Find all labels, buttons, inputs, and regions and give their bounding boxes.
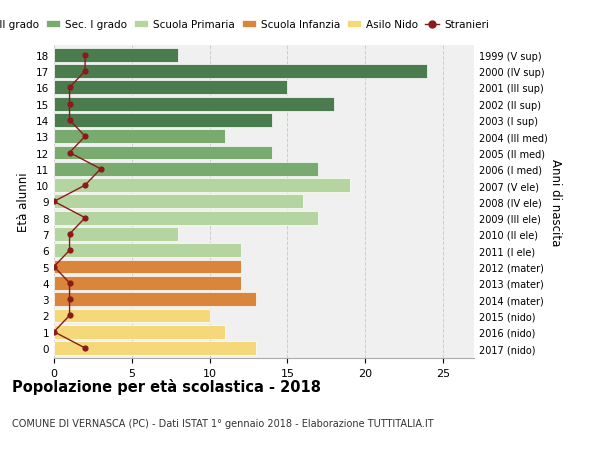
Bar bbox=[54, 81, 287, 95]
Point bbox=[80, 133, 90, 140]
Bar bbox=[54, 260, 241, 274]
Text: Popolazione per età scolastica - 2018: Popolazione per età scolastica - 2018 bbox=[12, 379, 321, 395]
Bar bbox=[54, 211, 319, 225]
Bar bbox=[54, 341, 256, 355]
Point bbox=[49, 263, 59, 271]
Bar bbox=[54, 179, 350, 193]
Bar bbox=[54, 146, 272, 160]
Point bbox=[80, 52, 90, 59]
Bar bbox=[54, 97, 334, 112]
Point bbox=[65, 312, 74, 319]
Point bbox=[65, 117, 74, 124]
Point bbox=[80, 345, 90, 352]
Point bbox=[80, 68, 90, 76]
Bar bbox=[54, 292, 256, 307]
Bar bbox=[54, 228, 178, 241]
Legend: Sec. II grado, Sec. I grado, Scuola Primaria, Scuola Infanzia, Asilo Nido, Stran: Sec. II grado, Sec. I grado, Scuola Prim… bbox=[0, 16, 493, 34]
Bar bbox=[54, 195, 303, 209]
Bar bbox=[54, 276, 241, 290]
Y-axis label: Età alunni: Età alunni bbox=[17, 172, 31, 232]
Y-axis label: Anni di nascita: Anni di nascita bbox=[548, 158, 562, 246]
Point bbox=[49, 198, 59, 206]
Point bbox=[80, 182, 90, 190]
Point bbox=[65, 101, 74, 108]
Point bbox=[49, 328, 59, 336]
Point bbox=[96, 166, 106, 173]
Point bbox=[65, 247, 74, 254]
Point bbox=[65, 296, 74, 303]
Point bbox=[65, 150, 74, 157]
Bar bbox=[54, 309, 209, 323]
Point bbox=[65, 280, 74, 287]
Bar bbox=[54, 162, 319, 176]
Bar bbox=[54, 244, 241, 257]
Bar bbox=[54, 65, 427, 79]
Text: COMUNE DI VERNASCA (PC) - Dati ISTAT 1° gennaio 2018 - Elaborazione TUTTITALIA.I: COMUNE DI VERNASCA (PC) - Dati ISTAT 1° … bbox=[12, 418, 434, 428]
Bar bbox=[54, 325, 225, 339]
Bar bbox=[54, 130, 225, 144]
Bar bbox=[54, 114, 272, 128]
Bar bbox=[54, 49, 178, 62]
Point bbox=[65, 84, 74, 92]
Point bbox=[65, 231, 74, 238]
Point bbox=[80, 214, 90, 222]
